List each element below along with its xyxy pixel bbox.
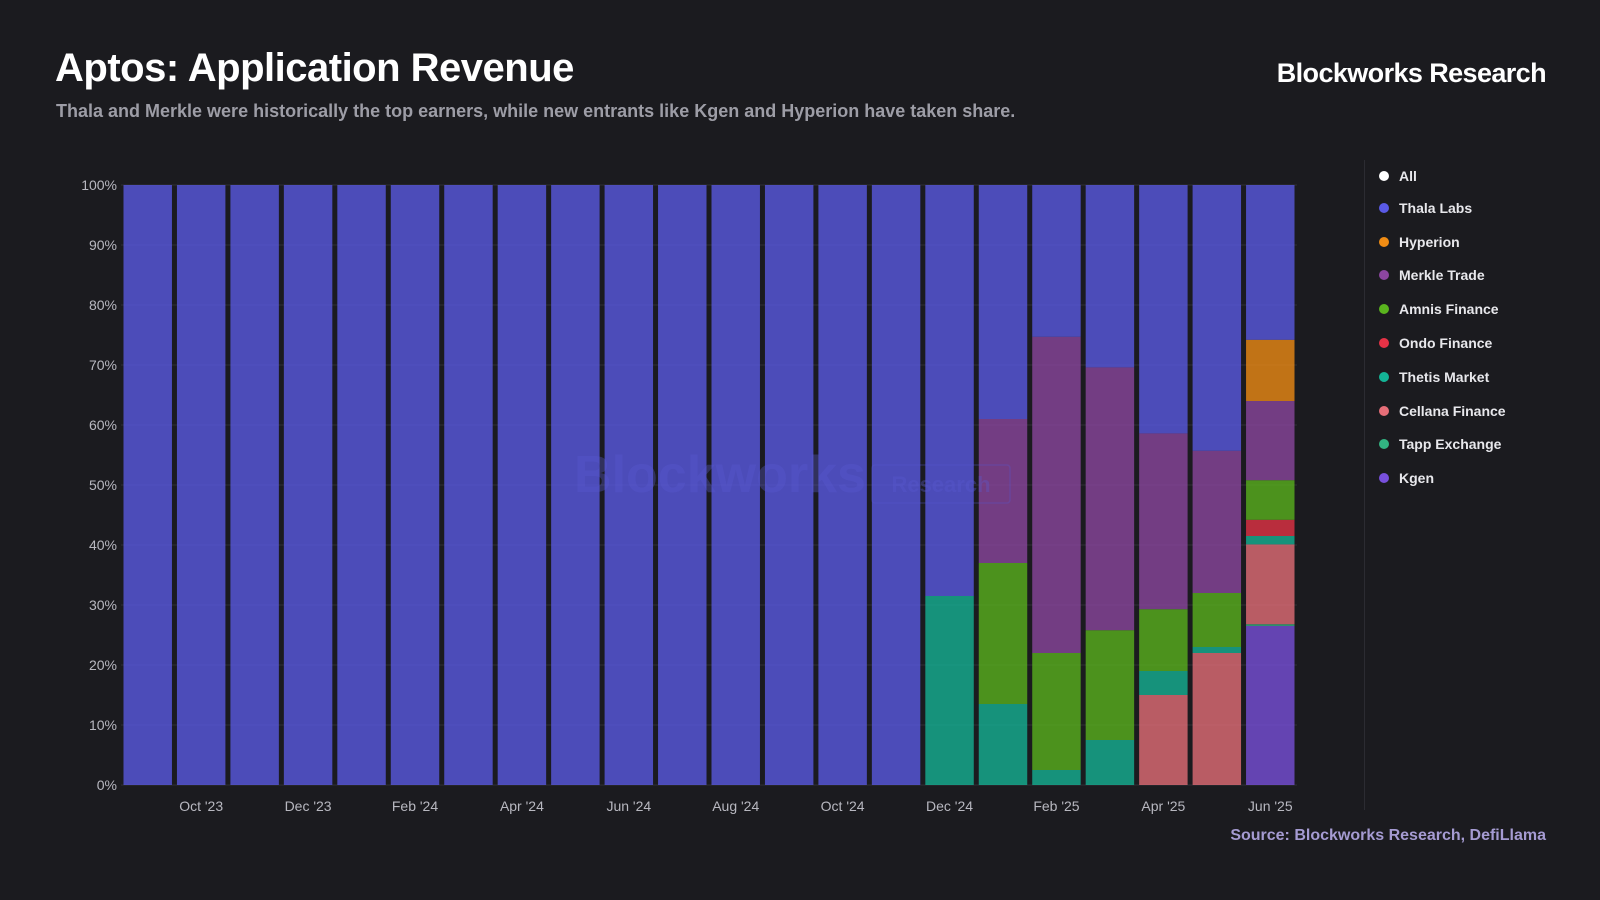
legend-item-kgen[interactable]: Kgen <box>1379 461 1506 495</box>
bar-segment-thetis-market[interactable] <box>1032 770 1080 785</box>
x-tick-label: Feb '24 <box>392 798 438 814</box>
legend-label: All <box>1399 168 1417 184</box>
y-tick-label: 90% <box>89 237 117 253</box>
bar-segment-cellana-finance[interactable] <box>1246 544 1294 624</box>
bar-segment-thala-labs[interactable] <box>391 185 439 785</box>
bar-segment-thetis-market[interactable] <box>1246 536 1294 544</box>
x-tick-label: Jun '24 <box>606 798 651 814</box>
y-tick-label: 20% <box>89 657 117 673</box>
legend-dot-icon <box>1379 372 1389 382</box>
bar-segment-amnis-finance[interactable] <box>979 563 1027 704</box>
y-tick-label: 80% <box>89 297 117 313</box>
bar-segment-cellana-finance[interactable] <box>1139 695 1187 785</box>
legend-item-merkle-trade[interactable]: Merkle Trade <box>1379 259 1506 293</box>
bar-segment-ondo-finance[interactable] <box>1246 520 1294 536</box>
y-axis-labels: 0% 10% 20% 30% 40% 50% 60% 70% 80% 90% 100% <box>81 177 117 793</box>
bar-segment-thala-labs[interactable] <box>337 185 385 785</box>
legend-label: Thetis Market <box>1399 369 1489 385</box>
bar-segment-hyperion[interactable] <box>1246 340 1294 401</box>
watermark-box-text: Research <box>891 472 990 497</box>
legend-label: Tapp Exchange <box>1399 436 1501 452</box>
y-tick-label: 40% <box>89 537 117 553</box>
x-tick-label: Jun '25 <box>1248 798 1293 814</box>
x-tick-label: Oct '24 <box>821 798 865 814</box>
stacked-bar-chart: Blockworks Research 0% 10% 20% 30% 40% 50% 60%… <box>0 0 1600 900</box>
x-tick-label: Apr '24 <box>500 798 544 814</box>
bar-segment-thetis-market[interactable] <box>1086 740 1134 785</box>
x-axis-labels: Oct '23 Dec '23 Feb '24 Apr '24 Jun '24 Aug '… <box>179 798 1293 814</box>
legend-label: Ondo Finance <box>1399 335 1492 351</box>
y-tick-label: 10% <box>89 717 117 733</box>
bar-segment-amnis-finance[interactable] <box>1032 653 1080 770</box>
legend-dot-icon <box>1379 338 1389 348</box>
bar-segment-tapp-exchange[interactable] <box>1246 624 1294 626</box>
legend-dot-icon <box>1379 439 1389 449</box>
bar-segment-thala-labs[interactable] <box>284 185 332 785</box>
bar-segment-merkle-trade[interactable] <box>1032 337 1080 653</box>
bar-segment-amnis-finance[interactable] <box>1139 609 1187 671</box>
legend-dot-icon <box>1379 237 1389 247</box>
y-tick-label: 50% <box>89 477 117 493</box>
bar-segment-thala-labs[interactable] <box>1032 185 1080 337</box>
bar-segment-merkle-trade[interactable] <box>1139 433 1187 609</box>
legend-label: Amnis Finance <box>1399 301 1499 317</box>
bar-segment-thala-labs[interactable] <box>925 185 973 596</box>
bar-segment-thala-labs[interactable] <box>1086 185 1134 367</box>
legend-dot-icon <box>1379 406 1389 416</box>
bar-segment-thetis-market[interactable] <box>979 704 1027 785</box>
bar-segment-thala-labs[interactable] <box>979 185 1027 419</box>
legend-dot-icon <box>1379 171 1389 181</box>
legend-label: Merkle Trade <box>1399 267 1485 283</box>
y-tick-label: 70% <box>89 357 117 373</box>
legend-item-cellana-finance[interactable]: Cellana Finance <box>1379 394 1506 428</box>
y-tick-label: 60% <box>89 417 117 433</box>
x-tick-label: Oct '23 <box>179 798 223 814</box>
legend-dot-icon <box>1379 473 1389 483</box>
legend-dot-icon <box>1379 304 1389 314</box>
bar-segment-merkle-trade[interactable] <box>1246 401 1294 480</box>
bar-segment-thala-labs[interactable] <box>230 185 278 785</box>
bar-segment-cellana-finance[interactable] <box>1193 653 1241 785</box>
bar-segment-thala-labs[interactable] <box>1193 185 1241 451</box>
bar-segment-merkle-trade[interactable] <box>1086 367 1134 630</box>
legend-item-ondo-finance[interactable]: Ondo Finance <box>1379 326 1506 360</box>
x-tick-label: Dec '23 <box>285 798 332 814</box>
bar-segment-amnis-finance[interactable] <box>1193 593 1241 647</box>
bar-segment-amnis-finance[interactable] <box>1246 480 1294 520</box>
source-note: Source: Blockworks Research, DefiLlama <box>1230 827 1546 845</box>
y-tick-label: 0% <box>97 777 117 793</box>
bar-segment-amnis-finance[interactable] <box>1086 630 1134 740</box>
legend-label: Kgen <box>1399 470 1434 486</box>
legend-label: Hyperion <box>1399 234 1460 250</box>
bar-segment-thala-labs[interactable] <box>177 185 225 785</box>
bar-segment-thetis-market[interactable] <box>1139 671 1187 695</box>
legend-item-thetis-market[interactable]: Thetis Market <box>1379 360 1506 394</box>
bar-segment-thala-labs[interactable] <box>444 185 492 785</box>
legend-dot-icon <box>1379 203 1389 213</box>
legend-item-amnis-finance[interactable]: Amnis Finance <box>1379 292 1506 326</box>
x-tick-label: Apr '25 <box>1141 798 1185 814</box>
legend-item-tapp-exchange[interactable]: Tapp Exchange <box>1379 428 1506 462</box>
x-tick-label: Aug '24 <box>712 798 759 814</box>
bar-segment-kgen[interactable] <box>1246 626 1294 785</box>
legend-item-all[interactable]: All <box>1379 160 1506 191</box>
x-tick-label: Dec '24 <box>926 798 973 814</box>
bar-segment-merkle-trade[interactable] <box>1193 451 1241 593</box>
bar-segment-thala-labs[interactable] <box>124 185 172 785</box>
legend-dot-icon <box>1379 270 1389 280</box>
legend-item-thala-labs[interactable]: Thala Labs <box>1379 191 1506 225</box>
bar-segment-thala-labs[interactable] <box>498 185 546 785</box>
legend-label: Thala Labs <box>1399 200 1472 216</box>
watermark-text: Blockworks <box>574 446 866 504</box>
legend-label: Cellana Finance <box>1399 403 1506 419</box>
legend-item-hyperion[interactable]: Hyperion <box>1379 225 1506 259</box>
bar-segment-thetis-market[interactable] <box>925 596 973 785</box>
bar-segment-thala-labs[interactable] <box>1246 185 1294 340</box>
y-tick-label: 30% <box>89 597 117 613</box>
bar-segment-thala-labs[interactable] <box>1139 185 1187 433</box>
bar-segment-thetis-market[interactable] <box>1193 647 1241 653</box>
x-tick-label: Feb '25 <box>1033 798 1079 814</box>
legend: All Thala Labs Hyperion Merkle Trade Amnis F… <box>1364 160 1506 810</box>
y-tick-label: 100% <box>81 177 117 193</box>
